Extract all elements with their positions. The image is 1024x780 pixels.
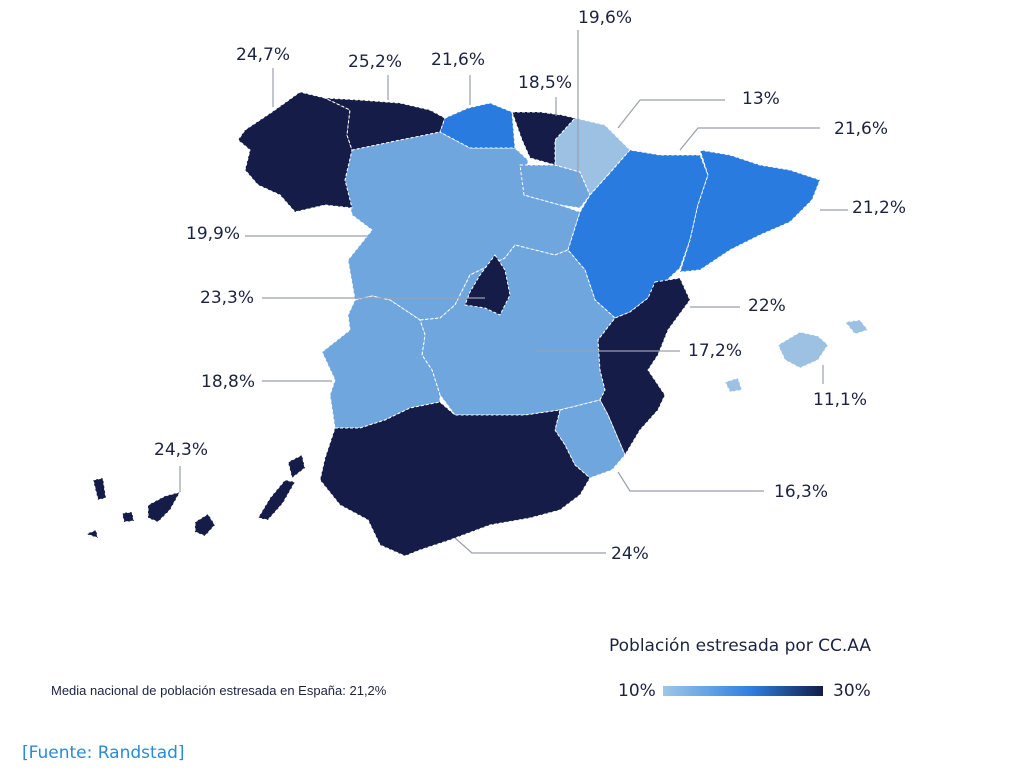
region-aragon [567,149,709,319]
region-extremadura [321,295,441,429]
label-navarra: 13% [742,89,780,109]
region-canarias-la-palma [92,477,107,501]
region-canarias-fuerteventura [257,479,296,521]
label-asturias: 25,2% [348,52,403,72]
region-madrid [464,254,511,316]
region-canarias-gomera [121,511,135,523]
label-extremadura: 18,8% [201,372,256,392]
label-andalucia: 24% [611,544,649,564]
leader-murcia [617,471,764,492]
label-castilla-la-mancha: 17,2% [688,341,743,361]
label-galicia: 24,7% [236,45,291,65]
region-canarias-hierro [85,529,99,539]
label-aragon: 21,6% [834,119,889,139]
label-comunidad-valenciana: 22% [748,296,786,316]
region-canarias-gran-canaria [194,513,216,537]
region-islas-baleares [777,331,829,369]
region-andalucia [319,401,591,557]
region-islas-baleares-menorca [844,319,869,335]
region-navarra [554,117,631,196]
label-pais-vasco: 18,5% [518,73,573,93]
legend-min-label: 10% [618,681,656,701]
label-madrid: 23,3% [200,288,255,308]
leader-andalucia [454,537,606,554]
label-islas-baleares: 11,1% [813,390,868,410]
region-canarias-lanzarote [287,454,306,479]
region-comunidad-valenciana [597,277,691,456]
leader-aragon [679,127,820,151]
national-average-note: Media nacional de población estresada en… [51,683,387,698]
region-cataluna [679,149,821,273]
legend-title: Población estresada por CC.AA [609,636,872,656]
label-cataluna: 21,2% [852,198,907,218]
label-la-rioja: 19,6% [578,8,633,28]
region-galicia [237,91,353,213]
region-cantabria [439,102,516,149]
label-canarias: 24,3% [154,440,209,460]
region-la-rioja [519,164,591,209]
region-islas-baleares-ibiza [724,377,743,393]
leader-navarra [617,99,725,129]
legend-gradient-bar [663,686,823,696]
region-pais-vasco [511,111,576,166]
label-murcia: 16,3% [774,482,829,502]
source-link[interactable]: [Fuente: Randstad] [22,743,185,763]
label-cantabria: 21,6% [431,50,486,70]
legend-max-label: 30% [833,681,871,701]
region-canarias-tenerife [147,491,181,523]
label-castilla-y-leon: 19,9% [186,224,241,244]
